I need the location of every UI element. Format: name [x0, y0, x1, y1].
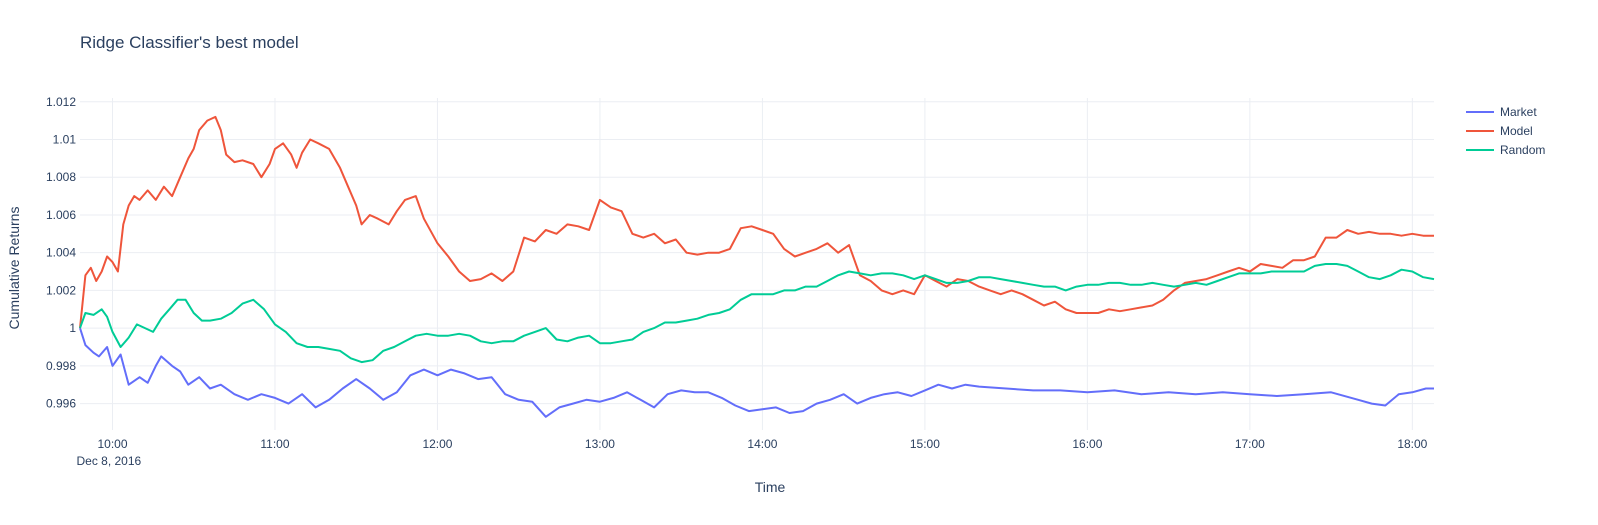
y-tick-label: 1.01 — [53, 133, 77, 147]
x-tick-label: 10:00 — [97, 437, 127, 451]
x-tick-date-label: Dec 8, 2016 — [76, 454, 141, 468]
y-tick-label: 0.996 — [46, 397, 76, 411]
legend-item-market[interactable]: Market — [1466, 105, 1537, 119]
y-axis-ticks: 0.996 0.998 1 1.002 1.004 1.006 1.008 1.01 1.012 — [46, 95, 76, 411]
x-tick-label: 18:00 — [1397, 437, 1427, 451]
x-tick-label: 11:00 — [260, 437, 289, 451]
legend-label: Random — [1500, 143, 1545, 157]
legend-label: Model — [1500, 124, 1533, 138]
x-tick-label: 16:00 — [1072, 437, 1102, 451]
x-tick-label: 15:00 — [910, 437, 940, 451]
y-tick-label: 1.012 — [46, 95, 76, 109]
legend-label: Market — [1500, 105, 1537, 119]
y-tick-label: 0.998 — [46, 359, 76, 373]
grid — [80, 98, 1434, 430]
y-axis-title: Cumulative Returns — [6, 207, 22, 330]
legend[interactable]: Market Model Random — [1466, 105, 1545, 157]
y-tick-label: 1.004 — [46, 246, 76, 260]
series-line-model — [79, 115, 1434, 329]
chart-title: Ridge Classifier's best model — [80, 33, 299, 52]
x-axis-ticks: 10:00 Dec 8, 2016 11:00 12:00 13:00 14:00 15:0… — [76, 437, 1427, 468]
x-tick-label: 14:00 — [747, 437, 777, 451]
legend-item-random[interactable]: Random — [1466, 143, 1545, 157]
y-tick-label: 1 — [69, 321, 76, 335]
legend-item-model[interactable]: Model — [1466, 124, 1533, 138]
y-tick-label: 1.006 — [46, 208, 76, 222]
x-tick-label: 12:00 — [422, 437, 452, 451]
series-line-random — [79, 263, 1435, 364]
series-lines — [79, 115, 1435, 418]
x-tick-label: 13:00 — [585, 437, 615, 451]
series-line-market — [79, 327, 1434, 418]
y-tick-label: 1.002 — [46, 283, 76, 297]
y-tick-label: 1.008 — [46, 170, 76, 184]
x-axis-title: Time — [755, 479, 786, 495]
x-tick-label: 17:00 — [1235, 437, 1265, 451]
